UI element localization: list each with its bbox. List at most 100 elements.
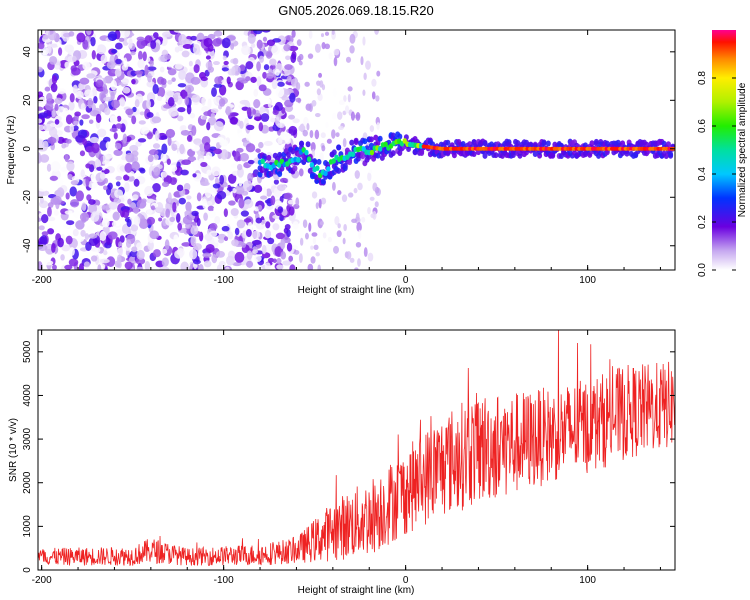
spectrogram-cell	[136, 38, 146, 50]
spectrogram-cell	[135, 257, 146, 265]
spectrogram-cell	[203, 212, 208, 221]
spectrogram-cell	[296, 157, 301, 163]
spectrogram-cell	[257, 204, 263, 211]
spectrogram-cell	[87, 97, 93, 109]
spectrogram-cell	[266, 204, 274, 210]
spectrogram-cell	[152, 249, 161, 258]
spectrogram-cell	[85, 163, 92, 169]
spectrogram-cell	[260, 195, 268, 200]
spectrogram-cell	[75, 190, 84, 202]
spectrogram-cell	[375, 187, 381, 197]
spectrogram-cell	[204, 187, 212, 198]
spectrogram-cell	[349, 139, 355, 146]
spectrogram-cell	[342, 237, 346, 245]
spectrogram-cell	[376, 122, 380, 130]
spectrogram-cell	[290, 78, 298, 87]
spectrogram-cell	[160, 171, 168, 178]
spectrogram-cell	[139, 168, 146, 174]
spectrogram-cell	[353, 187, 358, 194]
spectrogram-cell	[223, 236, 229, 242]
spectrogram-cell	[250, 43, 256, 48]
spectrogram-cell	[247, 221, 253, 231]
spectrogram-y-tick-label: 20	[22, 94, 33, 106]
spectrogram-cell	[260, 158, 265, 165]
spectrogram-cell	[125, 239, 132, 248]
spectrogram-cell	[221, 37, 231, 49]
spectrogram-cell	[152, 83, 159, 95]
spectrogram-cell	[38, 118, 43, 124]
spectrogram-cell	[362, 36, 366, 46]
spectrogram-cell	[190, 76, 201, 85]
spectrogram-cell	[136, 266, 144, 270]
spectrogram-cell	[284, 64, 293, 71]
spectrogram-cell	[320, 33, 325, 38]
spectrogram-cell	[211, 166, 221, 177]
spectrogram-cell	[247, 159, 255, 165]
spectrogram-cell	[369, 125, 375, 133]
spectrogram-cell	[331, 158, 336, 164]
spectrogram-cell	[316, 34, 321, 43]
spectrogram-cell	[324, 31, 330, 36]
spectrogram-cell	[39, 154, 50, 163]
spectrogram-cell	[182, 43, 193, 50]
spectrogram-cell	[213, 206, 223, 213]
spectrogram-x-axis-label: Height of straight line (km)	[298, 285, 415, 296]
spectrogram-cell	[88, 233, 98, 239]
spectrogram-cell	[245, 61, 254, 70]
spectrogram-cell	[156, 95, 163, 102]
spectrogram-cell	[280, 131, 286, 140]
spectrogram-cell	[146, 99, 151, 110]
spectrogram-cell	[90, 211, 100, 223]
spectrogram-cell	[175, 213, 181, 224]
spectrogram-cell	[95, 79, 104, 88]
spectrogram-cell	[541, 140, 547, 147]
spectrogram-cell	[236, 163, 243, 171]
spectrogram-cell	[64, 210, 73, 215]
spectrogram-cell	[280, 239, 286, 250]
spectrogram-cell	[311, 232, 318, 237]
spectrogram-cell	[44, 86, 51, 92]
spectrogram-cell	[90, 36, 96, 47]
spectrogram-cell	[269, 64, 276, 70]
spectrogram-cell	[214, 215, 221, 225]
spectrogram-cell	[326, 166, 331, 172]
spectrogram-cell	[311, 100, 317, 107]
spectrogram-cell	[288, 255, 294, 262]
spectrogram-cell	[125, 152, 135, 163]
spectrogram-cell	[493, 152, 499, 159]
spectrogram-cell	[201, 115, 208, 120]
spectrogram-cell	[60, 254, 65, 261]
spectrogram-cell	[118, 84, 123, 92]
spectrogram-cell	[237, 132, 244, 139]
spectrogram-cell	[205, 244, 215, 253]
spectrogram-cell	[284, 133, 292, 138]
spectrogram-cell	[220, 149, 229, 160]
spectrogram-cell	[127, 175, 135, 182]
spectrogram-cell	[158, 190, 165, 202]
spectrogram-cell	[327, 236, 333, 243]
spectrogram-cell	[150, 40, 157, 50]
spectrogram-cell	[200, 76, 208, 82]
spectrogram-cell	[353, 137, 359, 144]
colorbar-gradient	[712, 30, 736, 270]
spectrogram-cell	[161, 257, 169, 267]
spectrogram-cell	[213, 30, 223, 37]
spectrogram-cell	[84, 233, 90, 240]
spectrogram-cell	[245, 76, 251, 82]
spectrogram-cell	[89, 136, 99, 144]
spectrogram-cell	[99, 258, 110, 264]
spectrogram-cell	[160, 97, 166, 107]
colorbar-tick-label: 0.8	[697, 71, 708, 85]
spectrogram-cell	[205, 55, 211, 60]
spectrogram-cell	[267, 237, 275, 245]
spectrogram-cell	[107, 31, 118, 41]
spectrogram-cell	[196, 192, 202, 202]
spectrogram-cell	[180, 169, 189, 176]
spectrogram-cell	[336, 144, 342, 151]
snr-y-tick-label: 3000	[22, 428, 33, 451]
snr-series-line	[38, 330, 675, 567]
spectrogram-cell	[123, 57, 128, 67]
spectrogram-cell	[283, 192, 293, 200]
spectrogram-cell	[190, 225, 199, 235]
spectrogram-cell	[128, 38, 133, 49]
